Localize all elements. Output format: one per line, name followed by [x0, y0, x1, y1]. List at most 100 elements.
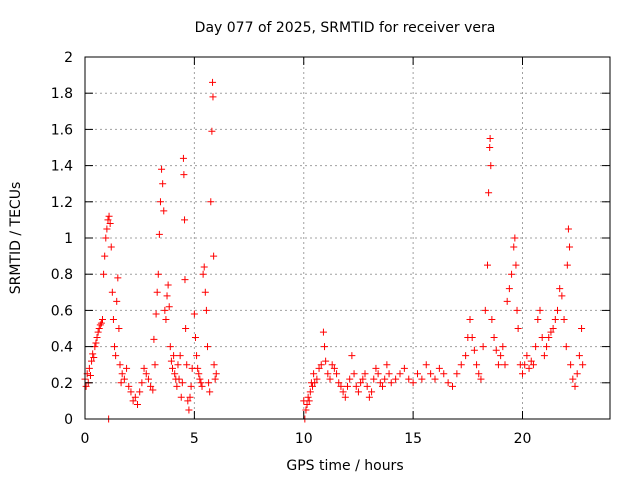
data-point: [571, 382, 579, 390]
data-point: [89, 350, 97, 358]
data-point: [170, 352, 178, 360]
x-tick-label: 15: [404, 431, 422, 447]
data-point: [174, 361, 182, 369]
data-point: [350, 370, 358, 378]
data-point: [211, 375, 219, 383]
data-point: [510, 243, 518, 251]
data-point: [127, 388, 135, 396]
data-point: [563, 261, 571, 269]
y-tick-label: 2: [64, 50, 73, 66]
data-point: [82, 382, 90, 390]
data-point: [129, 397, 137, 405]
data-point: [348, 352, 356, 360]
data-point: [173, 382, 181, 390]
data-point: [204, 343, 211, 351]
data-point: [365, 393, 373, 401]
data-point: [479, 343, 487, 351]
data-point: [94, 328, 102, 336]
data-point: [162, 315, 170, 323]
data-point: [183, 361, 191, 369]
data-point: [352, 382, 360, 390]
data-point: [147, 382, 155, 390]
data-point: [186, 393, 194, 401]
y-tick-label: 0: [64, 412, 73, 428]
data-point: [303, 401, 311, 409]
axis-ticks: 00.20.40.60.811.21.41.61.820 5 10 15 20: [51, 50, 610, 447]
data-point: [194, 364, 202, 372]
data-point: [95, 325, 103, 332]
data-point: [131, 393, 139, 401]
data-point: [543, 343, 551, 351]
data-point: [305, 397, 313, 405]
data-point: [488, 315, 496, 323]
data-point: [575, 352, 583, 360]
data-point: [567, 361, 575, 369]
data-point: [197, 379, 205, 387]
data-point: [326, 375, 334, 383]
data-point: [180, 171, 188, 179]
data-point: [328, 361, 336, 369]
data-point: [560, 315, 568, 323]
data-point: [165, 303, 173, 311]
data-point: [179, 154, 187, 162]
x-tick-label: 10: [295, 431, 313, 447]
data-point: [196, 375, 204, 383]
data-point: [106, 220, 114, 228]
data-point: [564, 225, 572, 233]
data-point: [486, 144, 494, 151]
data-point: [551, 315, 559, 323]
data-point: [92, 339, 100, 347]
data-point: [337, 382, 345, 390]
data-point: [149, 386, 157, 394]
data-point: [118, 370, 126, 378]
data-point: [175, 375, 183, 383]
data-point: [457, 361, 465, 369]
data-point: [102, 234, 110, 242]
data-point: [514, 325, 522, 332]
data-point: [310, 370, 318, 378]
data-point: [523, 352, 531, 360]
data-point: [440, 370, 448, 378]
data-point: [181, 216, 189, 224]
data-point: [477, 375, 485, 383]
data-point: [374, 370, 382, 378]
data-point: [193, 352, 201, 360]
data-point: [554, 306, 561, 314]
data-point: [101, 252, 109, 260]
data-point: [573, 370, 581, 378]
data-point: [93, 334, 101, 342]
data-point: [107, 243, 115, 251]
data-point: [534, 315, 542, 323]
data-point: [159, 180, 167, 188]
data-point: [383, 361, 391, 369]
y-tick-label: 1: [64, 231, 73, 247]
data-point: [492, 346, 500, 354]
data-point: [556, 285, 564, 293]
data-point: [199, 270, 207, 278]
data-point: [484, 261, 491, 269]
data-point: [322, 357, 330, 365]
y-tick-label: 0.8: [51, 267, 73, 283]
data-point: [321, 343, 329, 351]
data-point: [181, 276, 189, 284]
data-point: [529, 361, 537, 369]
data-point: [315, 364, 323, 372]
y-tick-label: 1.4: [51, 159, 73, 175]
data-point: [178, 379, 186, 387]
data-point: [206, 388, 214, 396]
data-point: [414, 370, 421, 378]
data-point: [409, 379, 417, 387]
data-point: [158, 165, 166, 173]
y-tick-label: 0.2: [51, 376, 73, 392]
data-point: [317, 361, 325, 369]
data-point: [114, 274, 122, 282]
data-point: [187, 382, 195, 390]
data-point: [505, 285, 513, 293]
data-point: [90, 353, 98, 361]
data-point: [210, 252, 218, 260]
data-point: [103, 225, 111, 233]
data-point: [155, 230, 163, 238]
data-point: [381, 375, 389, 383]
data-point: [140, 364, 148, 372]
data-point: [497, 352, 505, 360]
